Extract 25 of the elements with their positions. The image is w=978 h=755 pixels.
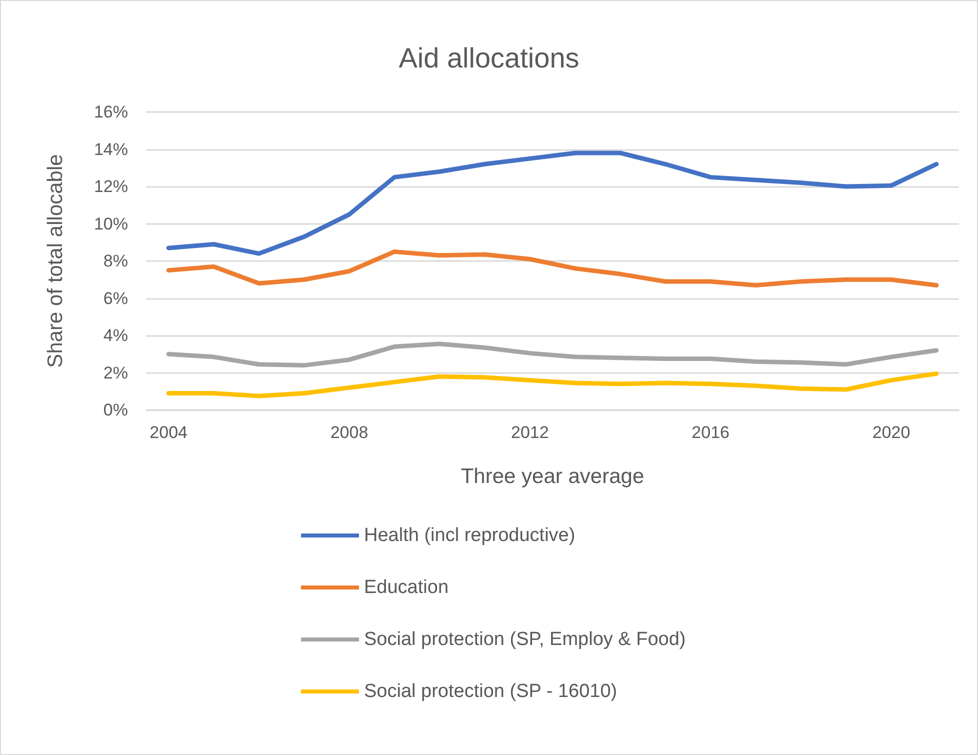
y-tick-label: 2% bbox=[103, 363, 128, 382]
y-tick-label: 10% bbox=[94, 214, 128, 234]
x-axis-title: Three year average bbox=[460, 465, 644, 488]
line-series bbox=[166, 371, 939, 398]
line-series bbox=[166, 342, 939, 368]
chart-title: Aid allocations bbox=[398, 42, 580, 74]
y-tick-label: 12% bbox=[94, 177, 128, 196]
x-tick-label: 2008 bbox=[330, 423, 368, 442]
legend-label: Social protection (SP - 16010) bbox=[364, 681, 618, 702]
x-tick-label: 2020 bbox=[872, 423, 910, 442]
legend-label: Social protection (SP, Employ & Food) bbox=[364, 629, 686, 650]
x-tick-label: 2004 bbox=[150, 423, 188, 442]
y-tick-label: 0% bbox=[103, 400, 128, 420]
y-tick-label: 16% bbox=[94, 102, 128, 122]
y-tick-label: 8% bbox=[103, 252, 128, 270]
y-tick-label: 6% bbox=[103, 288, 128, 308]
legend-label: Education bbox=[364, 577, 449, 598]
y-tick-label: 14% bbox=[94, 140, 128, 159]
legend-label: Health (incl reproductive) bbox=[364, 525, 576, 546]
y-axis-title: Share of total allocable bbox=[44, 154, 67, 368]
x-tick-label: 2016 bbox=[692, 423, 730, 442]
x-tick-label: 2012 bbox=[511, 423, 549, 442]
y-tick-label: 4% bbox=[103, 326, 128, 345]
line-series bbox=[166, 150, 939, 256]
line-series bbox=[166, 249, 939, 288]
